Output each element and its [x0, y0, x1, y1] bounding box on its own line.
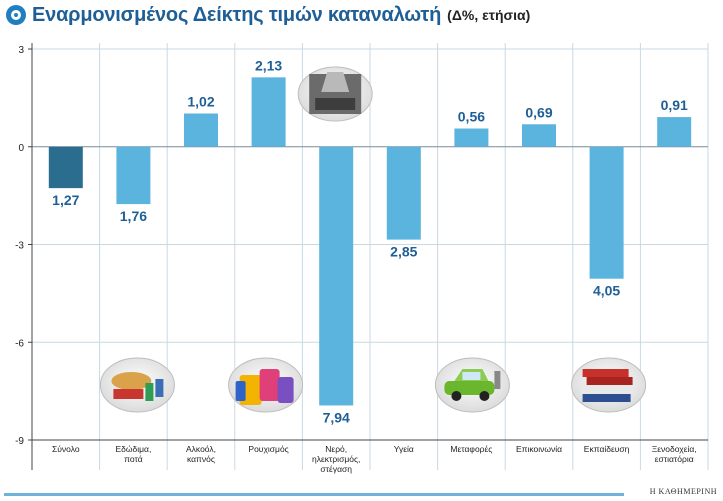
bar — [522, 124, 556, 147]
data-label: 0,56 — [458, 109, 485, 125]
chart-title: Εναρμονισμένος Δείκτης τιμών καταναλωτή — [32, 3, 442, 26]
book — [586, 377, 633, 385]
y-tick-label: 3 — [18, 45, 24, 56]
bar — [589, 146, 624, 279]
category-label: ηλεκτρισμός, — [312, 454, 360, 464]
data-label: 1,27 — [52, 192, 79, 208]
data-label: 4,05 — [593, 283, 620, 299]
category-label: Επικοινωνία — [516, 444, 562, 454]
bar — [116, 146, 151, 205]
car-icon — [434, 357, 510, 413]
category-label: Νερό, — [325, 444, 347, 454]
y-tick-label: -9 — [15, 436, 24, 447]
bottle — [145, 383, 154, 401]
food-basket-icon — [99, 357, 175, 413]
footer-rule — [4, 493, 624, 496]
axis-layer: 3 0 -3 -6 -9 Σύνολο Εδώδιμα,ποτά Αλκοόλ,καπνός Ρ… — [15, 43, 708, 474]
can — [155, 379, 164, 397]
y-tick-label: -3 — [15, 241, 24, 252]
illustration-layer — [99, 66, 647, 413]
category-label: Αλκοόλ, — [186, 444, 216, 454]
data-label: 2,13 — [255, 57, 282, 73]
data-label: 1,76 — [120, 208, 147, 224]
bar — [454, 128, 489, 147]
fuel-nozzle — [494, 371, 501, 389]
category-label: ποτά — [124, 454, 143, 464]
bar — [657, 117, 692, 147]
data-label: 0,91 — [661, 97, 688, 113]
category-label: Ξενοδοχεία, — [652, 444, 697, 454]
y-tick-label: 0 — [18, 143, 24, 154]
data-label-layer: 1,27 1,76 1,02 2,13 7,94 2,85 0,56 0,69 4,05 0,91 — [52, 57, 688, 425]
data-label: 1,02 — [187, 94, 214, 110]
logo-icon — [6, 5, 26, 25]
package — [113, 389, 144, 399]
category-label: εστιατόρια — [655, 454, 694, 464]
shopping-bag — [277, 377, 294, 403]
bar — [184, 113, 218, 147]
chart-header: Εναρμονισμένος Δείκτης τιμών καταναλωτή … — [6, 2, 530, 28]
category-label: Σύνολο — [52, 444, 80, 454]
book — [582, 394, 631, 402]
data-label: 7,94 — [323, 409, 350, 425]
y-tick-label: -6 — [15, 338, 24, 349]
car-window — [462, 372, 481, 380]
data-label: 2,85 — [390, 244, 417, 260]
clothing-icon — [228, 357, 304, 413]
books-icon — [571, 357, 647, 413]
range-hood — [321, 72, 350, 92]
kitchen-appliance-icon — [297, 66, 373, 122]
book — [582, 369, 629, 377]
wheel — [479, 391, 490, 401]
book — [580, 385, 633, 394]
grid-layer — [31, 43, 709, 470]
bar — [251, 77, 286, 147]
bar — [319, 146, 354, 406]
source-credit: Η ΚΑΘΗΜΕΡΙΝΗ — [649, 487, 717, 496]
category-label: καπνός — [187, 454, 215, 464]
bar — [386, 146, 421, 240]
wheel — [451, 391, 462, 401]
bar-layer — [48, 77, 692, 406]
category-label: στέγαση — [320, 464, 352, 474]
data-label: 0,69 — [525, 104, 552, 120]
bread — [111, 372, 152, 390]
category-label: Μεταφορές — [450, 444, 492, 454]
category-label: Εδώδιμα, — [115, 444, 151, 454]
bar — [48, 146, 83, 189]
chart-subtitle: (Δ%, ετήσια) — [447, 7, 531, 23]
shopping-bag — [235, 381, 246, 401]
counter — [315, 98, 356, 110]
shopping-bag — [259, 369, 280, 401]
category-label: Υγεία — [394, 444, 414, 454]
category-label: Ρουχισμός — [248, 444, 288, 454]
category-label: Εκπαίδευση — [584, 444, 630, 454]
